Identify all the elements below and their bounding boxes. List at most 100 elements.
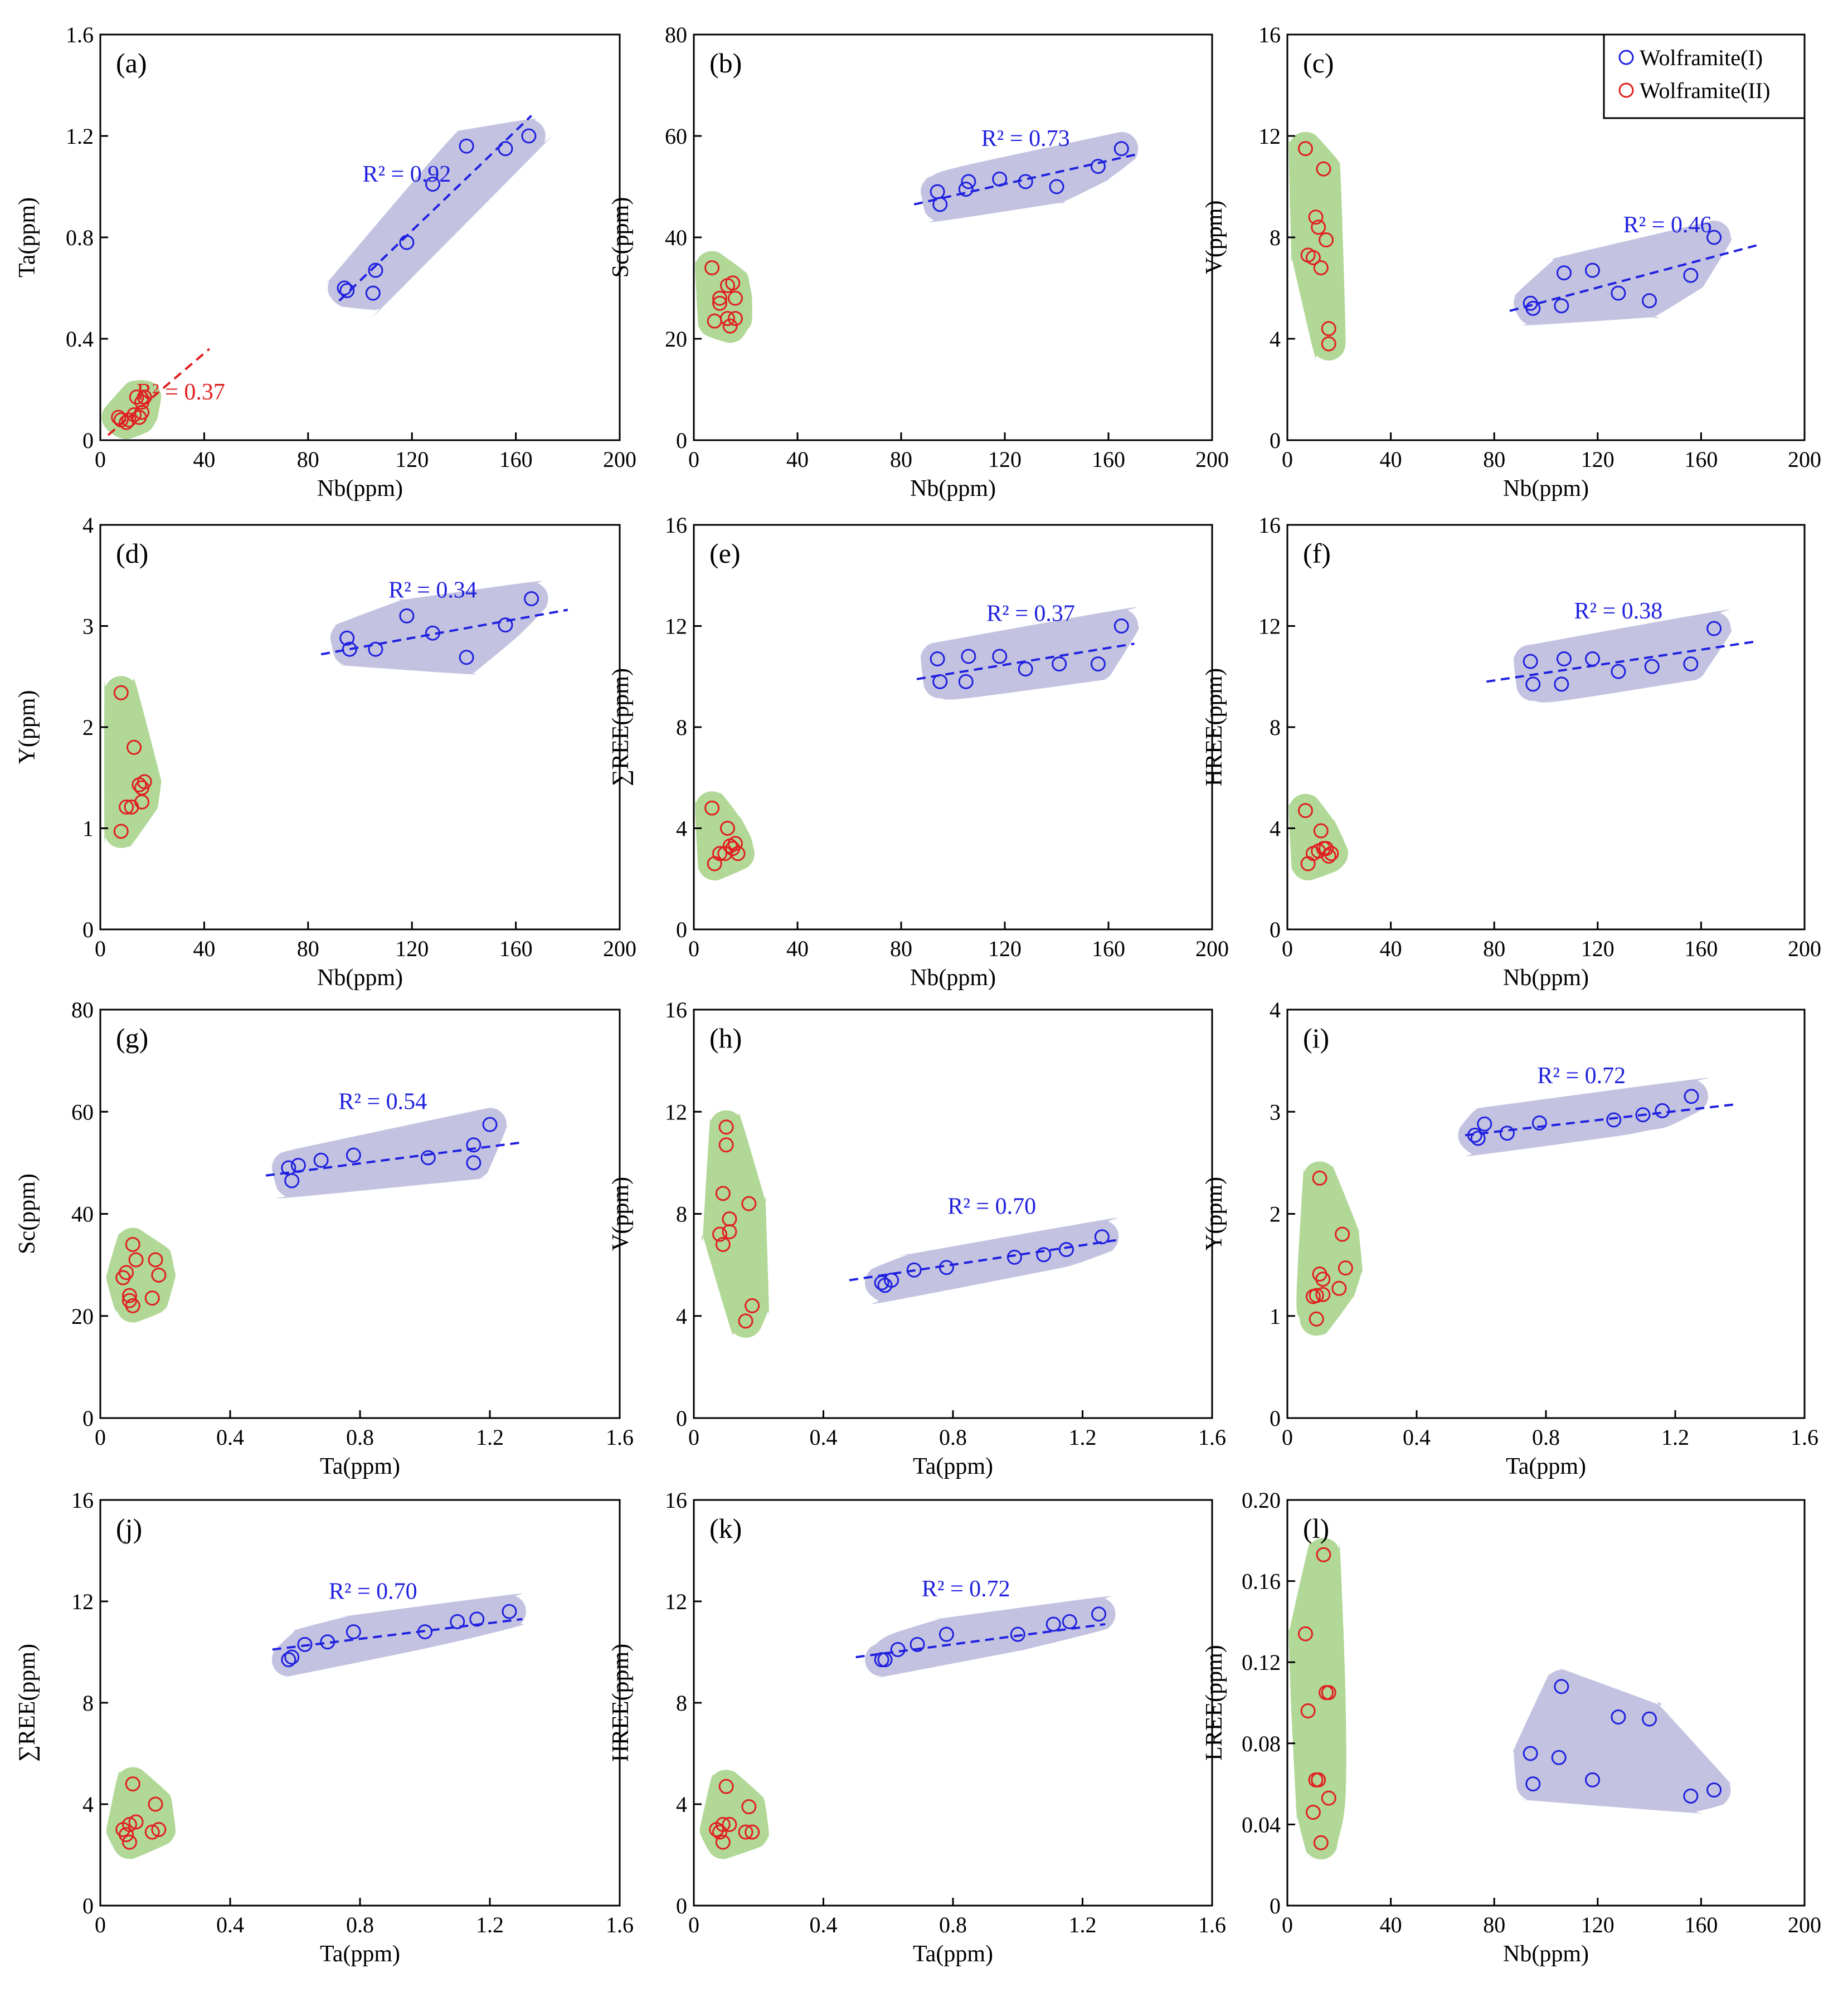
panel-c-xtick-label-0: 0 [1282, 447, 1293, 472]
panel-e-point-series-1-4 [961, 649, 976, 664]
panel-j-r2-label-series-1: R² = 0.70 [329, 1579, 417, 1604]
panel-j-point-series-1-9 [502, 1604, 517, 1619]
panel-d-frame [99, 524, 621, 931]
panel-g-point-series-1-9 [482, 1117, 498, 1132]
panel-d-xtick-label-4: 160 [499, 936, 533, 961]
panel-f-ylabel: HREE(ppm) [1202, 668, 1227, 786]
panel-e-ytick-label-3: 12 [665, 614, 687, 639]
panel-e-label: (e) [709, 538, 741, 569]
panel-l-ytick-label-0: 0 [1270, 1893, 1281, 1918]
panel-e-point-series-1-2 [932, 674, 948, 689]
panel-g: 0 0.4 0.8 1.2 1.6 0 20 40 60 80 Ta(ppm) Sc(ppm) (g) R… [14, 997, 634, 1479]
panel-d-plot-area [104, 581, 568, 848]
panel-l-ytick-label-3: 0.12 [1242, 1650, 1281, 1675]
panel-h-point-series-1-5 [938, 1260, 954, 1275]
panel-a-ytick-label-2: 0.8 [66, 225, 94, 250]
panel-e-point-series-2-9 [730, 846, 746, 861]
panel-h-point-series-2-1 [712, 1226, 727, 1242]
panel-a-ytick-label-0: 0 [82, 428, 94, 453]
panel-a-point-series-2-1 [111, 410, 127, 425]
panel-l-ytick-label-2: 0.08 [1242, 1731, 1281, 1756]
panel-c-point-series-1-5 [1585, 262, 1601, 278]
panel-h-point-series-1-8 [1058, 1242, 1074, 1258]
panel-d-xtick-label-2: 80 [297, 936, 319, 961]
panel-g-point-series-2-5 [125, 1298, 140, 1313]
panel-h-xtick-label-4: 1.6 [1198, 1425, 1226, 1450]
panel-g-ytick-label-3: 60 [71, 1099, 94, 1124]
panel-c-point-series-2-8 [1319, 232, 1334, 248]
panel-e-fit-line-series-1 [916, 642, 1135, 680]
panel-a-ylabel: Ta(ppm) [14, 197, 40, 277]
panel-g-label: (g) [116, 1022, 148, 1054]
panel-b-point-series-2-3 [712, 295, 727, 311]
panel-b-xtick-label-1: 40 [786, 447, 809, 472]
panel-a: 0 40 80 120 160 200 0 0.4 0.8 1.2 1.6 Nb(ppm) Ta(ppm… [14, 22, 636, 501]
panel-l-field-series-1 [1512, 1668, 1732, 1814]
panel-c-xlabel: Nb(ppm) [1503, 476, 1589, 501]
panel-b-xtick-label-4: 160 [1092, 447, 1125, 472]
panel-l-ytick-label-5: 0.20 [1242, 1488, 1281, 1513]
panel-e-ytick-label-2: 8 [676, 715, 687, 740]
panel-h-ytick-label-3: 12 [665, 1099, 687, 1124]
panel-j-ytick-label-4: 16 [71, 1488, 94, 1513]
panel-c-point-series-1-7 [1642, 293, 1657, 309]
panel-f-ytick-label-3: 12 [1258, 614, 1281, 639]
panel-l-point-series-2-5 [1311, 1772, 1326, 1787]
panel-a-xtick-label-0: 0 [95, 447, 106, 472]
panel-h-point-series-2-8 [738, 1313, 753, 1329]
panel-e-frame [693, 524, 1213, 931]
panel-f-label: (f) [1303, 538, 1331, 569]
panel-f-xlabel: Nb(ppm) [1503, 965, 1589, 991]
panel-c-point-series-1-4 [1556, 265, 1572, 281]
panel-e-point-series-2-3 [712, 846, 727, 861]
panel-j-frame [99, 1499, 621, 1907]
panel-g-point-series-2-9 [148, 1252, 163, 1268]
panel-f-point-series-1-8 [1683, 656, 1699, 672]
panel-d-xtick-label-0: 0 [95, 936, 106, 961]
panel-d-point-series-1-3 [368, 641, 383, 657]
panel-d-r2-label-series-1: R² = 0.34 [388, 578, 477, 603]
panel-a-ytick-label-1: 0.4 [66, 327, 94, 352]
panel-b: 0 40 80 120 160 200 0 20 40 60 80 Nb(ppm) Sc(ppm) (b)… [608, 22, 1229, 501]
panel-b-ytick-label-4: 80 [665, 22, 687, 47]
legend-label-wolframite-ii: Wolframite(II) [1640, 78, 1770, 103]
panel-i-ytick-label-3: 3 [1270, 1099, 1281, 1124]
panel-e: 0 40 80 120 160 200 0 4 8 12 16 Nb(ppm) ∑REE(ppm) (e)… [608, 513, 1229, 991]
panel-i-ytick-label-0: 0 [1270, 1406, 1281, 1431]
panel-d-point-series-1-8 [524, 591, 539, 606]
panel-j-point-series-1-8 [469, 1611, 485, 1627]
panel-a-point-series-2-4 [121, 412, 137, 428]
panel-b-frame [693, 33, 1213, 441]
panel-j-point-series-1-5 [346, 1624, 361, 1640]
panel-d: 0 40 80 120 160 200 0 1 2 3 4 Nb(ppm) Y(ppm) (d) R² = … [14, 513, 636, 991]
panel-j-ytick-label-2: 8 [82, 1691, 94, 1716]
panel-h-point-series-2-9 [741, 1196, 757, 1211]
panel-g-point-series-2-6 [125, 1236, 140, 1252]
panel-l-point-series-1-7 [1642, 1711, 1657, 1727]
panel-a-point-series-2-10 [137, 389, 152, 405]
panel-i-ytick-label-1: 1 [1270, 1304, 1281, 1329]
panel-g-point-series-2-2 [119, 1265, 134, 1280]
panel-i-point-series-1-1 [1467, 1127, 1482, 1143]
panel-k-xtick-label-1: 0.4 [810, 1912, 838, 1937]
panel-d-ylabel: Y(ppm) [14, 690, 40, 764]
panel-i-point-series-2-3 [1309, 1311, 1324, 1327]
panel-k-xlabel: Ta(ppm) [913, 1941, 993, 1967]
panel-e-point-series-1-9 [1113, 618, 1129, 634]
panel-c-point-series-2-6 [1313, 260, 1329, 276]
panel-g-xtick-label-4: 1.6 [606, 1425, 634, 1450]
panel-g-xtick-label-3: 1.2 [476, 1425, 504, 1450]
panel-g-point-series-1-3 [290, 1157, 306, 1173]
panel-l: 0 40 80 120 160 200 0 0.04 0.08 0.12 0.16 0.20 Nb(pp… [1202, 1488, 1821, 1967]
panel-k-label: (k) [709, 1513, 742, 1544]
panel-i-fit-line-series-1 [1465, 1103, 1734, 1137]
panel-d-ytick-label-3: 3 [82, 614, 94, 639]
panel-c-ytick-label-4: 16 [1258, 22, 1281, 47]
panel-b-xtick-label-3: 120 [988, 447, 1022, 472]
panel-l-field-series-2 [1288, 1538, 1346, 1860]
panel-a-xtick-label-1: 40 [193, 447, 215, 472]
panel-l-point-series-1-6 [1611, 1709, 1626, 1725]
panel-j-ytick-label-1: 4 [82, 1792, 94, 1817]
panel-k-point-series-2-8 [741, 1799, 757, 1815]
panel-a-ytick-label-3: 1.2 [66, 124, 94, 149]
